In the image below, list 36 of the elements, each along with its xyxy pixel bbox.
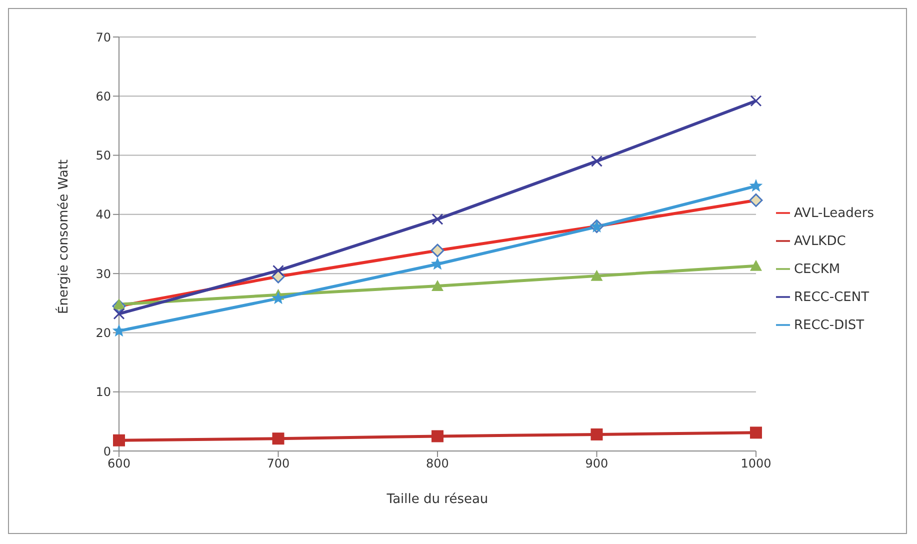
point xyxy=(590,155,602,167)
y-tick-label: 60 xyxy=(96,89,111,104)
legend-label: CECKM xyxy=(794,262,840,277)
legend-label: AVLKDC xyxy=(794,234,846,249)
y-tick-label: 70 xyxy=(96,30,111,44)
y-axis-title: Énergie consomée Watt xyxy=(54,159,72,314)
point xyxy=(113,308,125,320)
point xyxy=(113,434,125,446)
y-tick-label: 50 xyxy=(96,148,111,163)
y-tick-label: 40 xyxy=(96,208,111,222)
x-tick-label: 700 xyxy=(266,456,290,471)
y-tick-label: 10 xyxy=(96,385,111,400)
point xyxy=(272,264,284,276)
point xyxy=(590,428,603,440)
point xyxy=(750,260,762,271)
point xyxy=(590,270,603,281)
point xyxy=(113,298,125,310)
legend-label: RECC-DIST xyxy=(794,318,864,333)
point xyxy=(431,430,444,442)
point xyxy=(272,291,285,304)
y-tick-label: 30 xyxy=(96,266,111,281)
point xyxy=(749,179,763,192)
y-tick-label: 0 xyxy=(103,444,111,458)
legend-label: RECC-CENT xyxy=(794,290,870,305)
x-tick-label: 600 xyxy=(108,456,130,471)
point xyxy=(750,95,762,107)
x-axis-title: Taille du réseau xyxy=(386,492,488,507)
legend-label: AVL-Leaders xyxy=(794,206,874,221)
point xyxy=(750,426,762,439)
point xyxy=(272,432,284,445)
x-tick-label: 900 xyxy=(585,456,608,471)
point xyxy=(432,213,444,225)
point xyxy=(431,280,444,291)
x-tick-label: 800 xyxy=(426,456,449,471)
y-tick-label: 20 xyxy=(96,326,111,340)
x-tick-label: 1000 xyxy=(740,456,772,471)
